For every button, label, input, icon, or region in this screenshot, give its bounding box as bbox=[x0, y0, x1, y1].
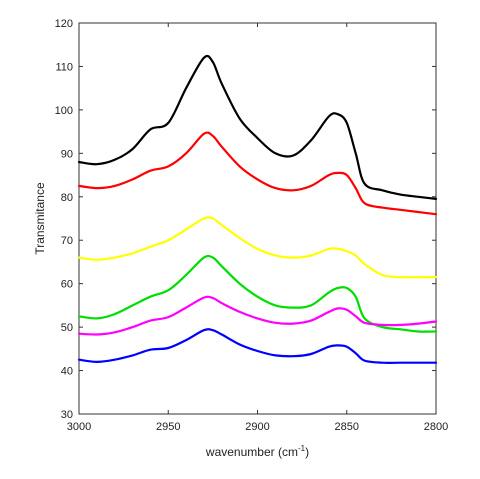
x-axis-label-superscript: -1 bbox=[298, 444, 306, 453]
y-tick-label: 40 bbox=[61, 366, 73, 378]
x-tick-label: 2900 bbox=[245, 421, 269, 433]
y-tick-label: 120 bbox=[55, 18, 73, 30]
y-tick-label: 110 bbox=[55, 61, 73, 73]
series-line-4 bbox=[77, 254, 438, 333]
x-tick-label: 2850 bbox=[335, 421, 359, 433]
x-axis-label: wavenumber (cm-1) bbox=[205, 444, 309, 459]
y-tick-label: 90 bbox=[61, 148, 73, 160]
axis-ticks: 30 40 50 60 70 80 90 100 110 120 3000 2950 2900 2850 2… bbox=[55, 18, 449, 433]
y-axis-label: Transmitance bbox=[33, 182, 47, 255]
y-tick-label: 50 bbox=[61, 322, 73, 334]
series-line-3 bbox=[77, 216, 438, 279]
x-tick-label: 3000 bbox=[67, 421, 91, 433]
x-axis-label-main: wavenumber (cm bbox=[205, 445, 298, 459]
x-axis-label-close: ) bbox=[305, 445, 309, 459]
y-tick-label: 100 bbox=[55, 105, 73, 117]
y-tick-label: 80 bbox=[61, 192, 73, 204]
x-tick-label: 2950 bbox=[156, 421, 180, 433]
series-lines bbox=[77, 54, 438, 364]
series-line-6 bbox=[77, 328, 438, 364]
y-tick-label: 70 bbox=[61, 235, 73, 247]
series-line-2 bbox=[77, 131, 438, 216]
series-line-1 bbox=[77, 54, 438, 200]
y-tick-label: 60 bbox=[61, 279, 73, 291]
x-tick-label: 2800 bbox=[424, 421, 448, 433]
series-line-5 bbox=[77, 295, 438, 336]
y-tick-label: 30 bbox=[61, 409, 73, 421]
